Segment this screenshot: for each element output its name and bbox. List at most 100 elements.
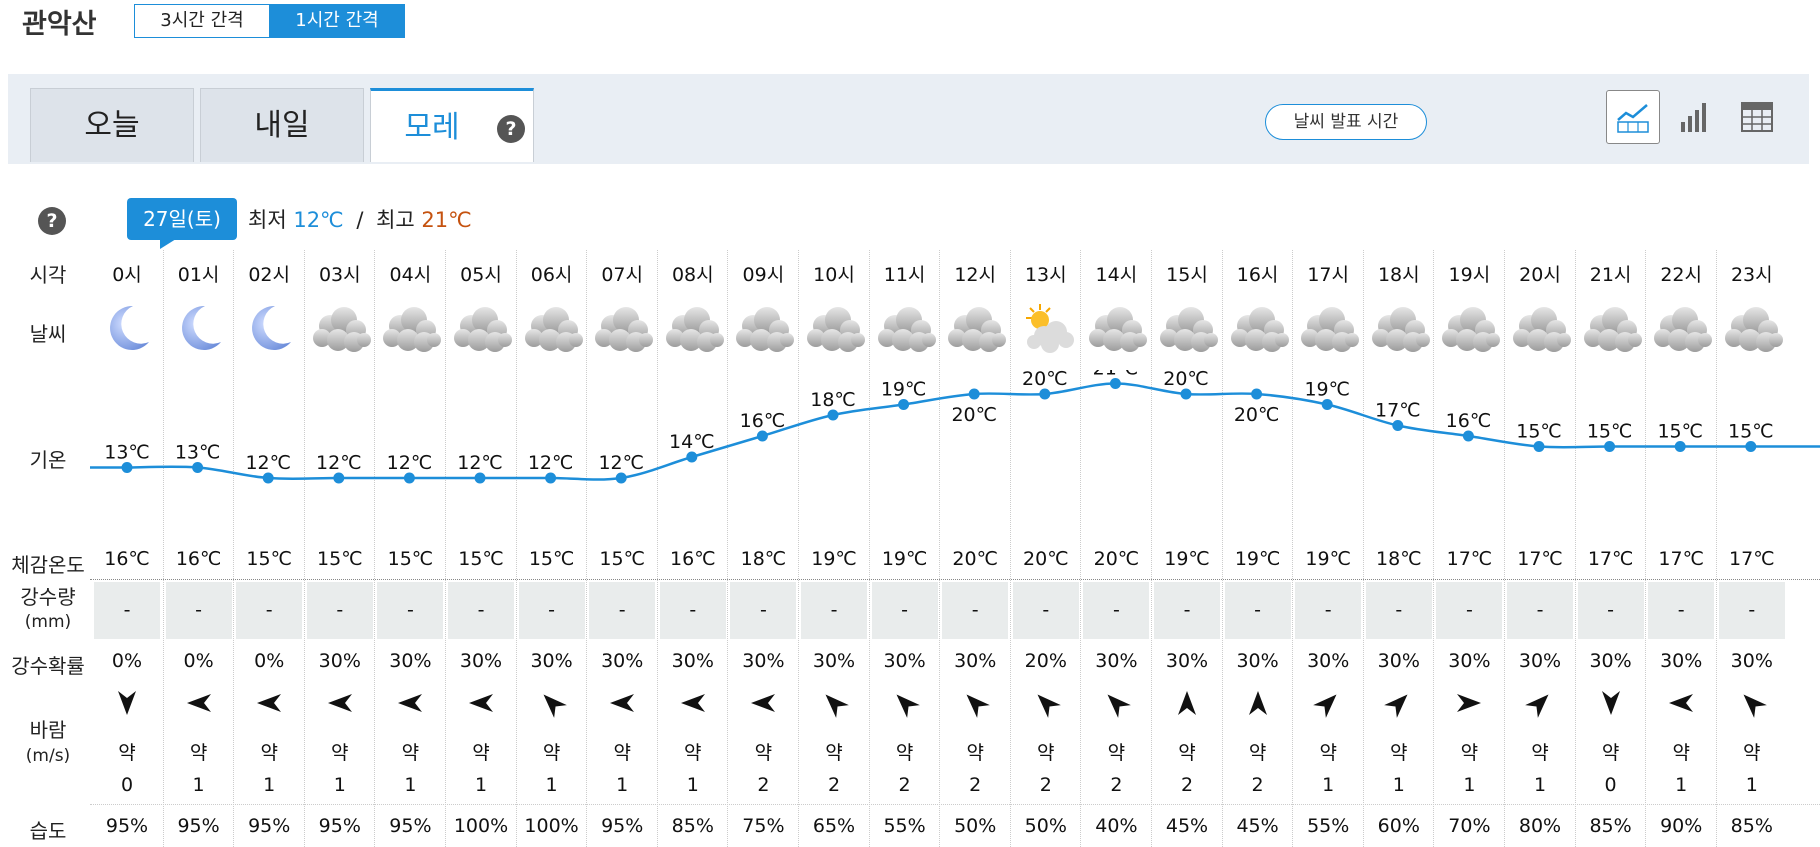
row-label-wind-title: 바람 — [29, 718, 67, 742]
rain-amount: - — [659, 582, 726, 639]
temperature-label: 12℃ — [457, 452, 503, 474]
row-label-time: 시각 — [29, 263, 67, 287]
hour-label: 01시 — [177, 264, 220, 286]
rain-probability: 30% — [530, 650, 573, 672]
wind-strength: 약 — [1531, 742, 1549, 764]
hour-column: 22시 17℃ - 30% 약 1 90% — [1645, 250, 1716, 847]
humidity: 55% — [883, 815, 926, 837]
wind-speed: 1 — [545, 774, 558, 796]
rain-amount: - — [94, 582, 160, 639]
hour-label: 14시 — [1095, 264, 1138, 286]
interval-1h-button[interactable]: 1시간 간격 — [269, 4, 405, 38]
cloud-icon — [658, 300, 728, 360]
table-icon[interactable] — [1730, 90, 1784, 144]
hour-column: 01시 16℃ - 0% 약 1 95% — [162, 250, 234, 847]
feel-temp: 17℃ — [1658, 548, 1704, 570]
wind-strength: 약 — [401, 742, 420, 764]
cloud-icon — [1505, 300, 1575, 360]
interval-3h-button[interactable]: 3시간 간격 — [134, 4, 270, 38]
humidity: 100% — [453, 815, 509, 837]
bar-chart-icon[interactable] — [1668, 90, 1722, 144]
temperature-label: 20℃ — [1234, 404, 1280, 426]
rain-amount: - — [1224, 582, 1291, 639]
cloud-icon — [1434, 300, 1504, 360]
humidity: 70% — [1448, 815, 1491, 837]
date-badge-label: 27일(토) — [143, 207, 221, 231]
humidity: 80% — [1518, 815, 1562, 837]
temperature-label: 20℃ — [1163, 370, 1209, 390]
wind-strength: 약 — [1601, 742, 1620, 764]
tab-tomorrow[interactable]: 내일 — [200, 88, 364, 162]
wind-arrow-icon — [1223, 690, 1293, 720]
publish-time-button[interactable]: 날씨 발표 시간 — [1265, 104, 1427, 140]
rain-probability: 30% — [1165, 650, 1209, 672]
cloud-icon — [1293, 300, 1363, 360]
chart-help-icon[interactable]: ? — [38, 207, 66, 235]
hour-label: 07시 — [601, 264, 644, 286]
wind-speed: 0 — [120, 774, 134, 796]
hour-column: 05시 15℃ - 30% 약 1 100% — [445, 250, 516, 847]
temperature-point — [968, 388, 980, 400]
wind-speed: 2 — [1039, 774, 1052, 796]
temperature-point — [898, 399, 910, 410]
feel-temp: 19℃ — [1164, 548, 1210, 570]
hour-label: 03시 — [318, 264, 361, 286]
humidity: 40% — [1095, 815, 1138, 837]
temperature-point — [121, 462, 133, 473]
cloud-icon — [587, 300, 657, 360]
min-max-sep: / — [356, 208, 364, 232]
rain-probability: 0% — [183, 650, 214, 672]
wind-speed: 2 — [827, 774, 841, 796]
hour-column: 09시 18℃ - 30% 약 2 75% — [727, 250, 798, 847]
moon-icon — [234, 300, 304, 360]
hour-column: 17시 19℃ - 30% 약 1 55% — [1292, 250, 1363, 847]
temperature-label: 19℃ — [881, 379, 927, 401]
humidity: 50% — [954, 815, 997, 837]
feel-temp: 16℃ — [670, 548, 716, 570]
wind-speed: 1 — [686, 774, 699, 796]
rain-amount: - — [1083, 582, 1150, 639]
cloud-icon — [1717, 300, 1787, 360]
hour-label: 22시 — [1660, 264, 1703, 286]
temperature-point — [756, 430, 768, 442]
temperature-label: 18℃ — [810, 389, 856, 411]
moon-icon — [92, 300, 162, 360]
rain-amount: - — [1365, 582, 1432, 639]
wind-arrow-icon — [870, 690, 940, 720]
temperature-label: 12℃ — [528, 452, 574, 474]
tab-today[interactable]: 오늘 — [30, 88, 194, 162]
temperature-label: 19℃ — [1304, 379, 1350, 401]
cloud-icon — [517, 300, 587, 360]
wind-arrow-icon — [305, 690, 375, 720]
hour-column: 20시 17℃ - 30% 약 1 80% — [1504, 250, 1575, 847]
temperature-label: 12℃ — [598, 452, 644, 474]
wind-speed: 2 — [1251, 774, 1264, 796]
wind-arrow-icon — [1646, 690, 1716, 720]
row-label-wind: 바람 (m/s) — [0, 717, 96, 769]
temperature-point — [1392, 420, 1404, 431]
tab-today-label: 오늘 — [84, 108, 140, 143]
hour-column: 07시 15℃ - 30% 약 1 95% — [586, 250, 657, 847]
cloud-icon — [799, 300, 869, 360]
row-label-wind-unit: (m/s) — [25, 746, 71, 766]
rain-amount: - — [801, 582, 867, 639]
min-label: 최저 — [248, 208, 287, 232]
line-chart-icon[interactable] — [1606, 90, 1660, 144]
hour-column: 11시 19℃ - 30% 약 2 55% — [868, 250, 940, 847]
max-label: 최고 — [376, 208, 415, 232]
hour-label: 04시 — [389, 264, 432, 286]
temperature-point — [1533, 441, 1545, 452]
wind-strength: 약 — [472, 742, 490, 764]
temperature-point — [1604, 441, 1616, 452]
cloud-icon — [940, 300, 1010, 360]
rain-amount: - — [165, 582, 232, 639]
rain-amount: - — [1436, 582, 1503, 639]
rain-probability: 30% — [742, 650, 785, 672]
wind-strength: 약 — [1319, 742, 1337, 764]
temperature-label: 13℃ — [104, 442, 150, 464]
tab-day-after[interactable]: 모레 ? — [370, 88, 534, 162]
hour-label: 11시 — [883, 264, 926, 286]
help-icon[interactable]: ? — [497, 115, 525, 143]
rain-amount: - — [1577, 582, 1644, 639]
hour-label: 05시 — [460, 264, 502, 286]
